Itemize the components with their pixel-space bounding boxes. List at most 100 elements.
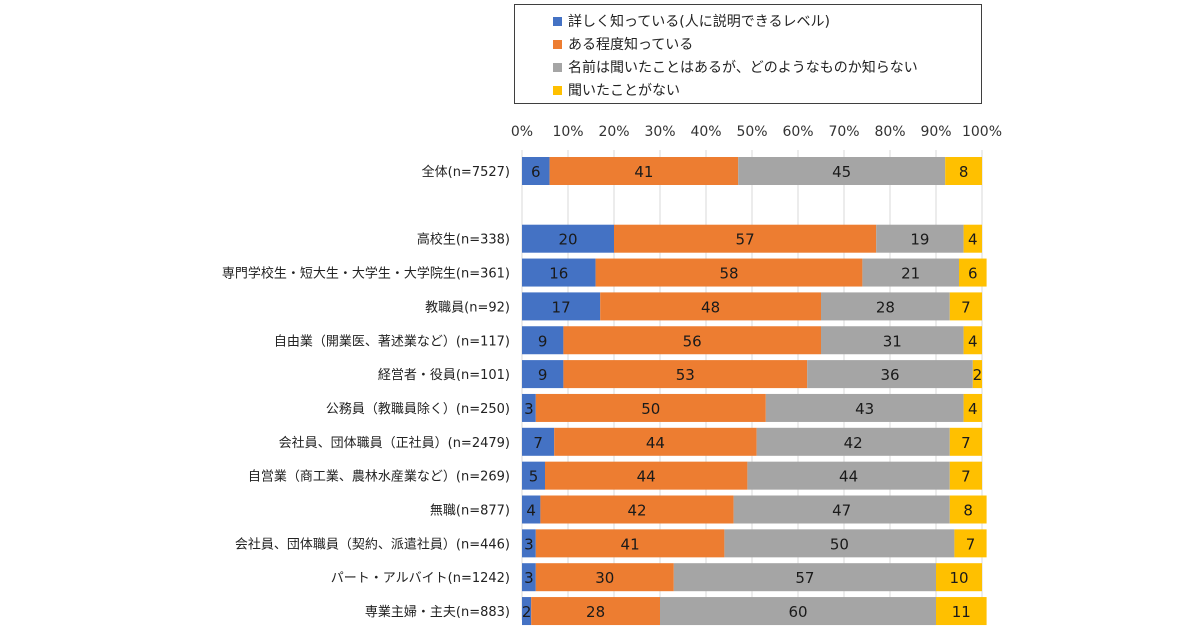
bar-segment [807, 360, 973, 389]
data-label: 28 [876, 298, 895, 316]
bar-segment [522, 495, 541, 524]
data-label: 4 [968, 400, 978, 418]
data-label: 6 [531, 163, 541, 181]
data-label: 7 [961, 468, 971, 486]
bar-segment [936, 563, 982, 592]
bar-segment [545, 461, 748, 490]
bar-segment [535, 563, 674, 592]
bar-segment [747, 461, 950, 490]
x-tick-label: 20% [598, 124, 629, 140]
data-label: 36 [880, 366, 899, 384]
x-tick-label: 40% [690, 124, 721, 140]
bar-segment [535, 393, 766, 422]
x-tick-label: 30% [644, 124, 675, 140]
bar-segment [949, 292, 982, 321]
bar-segment [554, 427, 757, 456]
bar-segment [972, 360, 982, 389]
data-label: 3 [524, 400, 534, 418]
data-label: 3 [524, 535, 534, 553]
bar-segment [963, 224, 982, 253]
data-label: 17 [552, 298, 571, 316]
bar-segment [936, 597, 987, 626]
bar-segment [738, 157, 946, 185]
data-label: 56 [683, 332, 702, 350]
data-label: 2 [522, 603, 532, 621]
legend-swatch [553, 85, 562, 95]
bar-segment [614, 224, 877, 253]
data-label: 50 [641, 400, 660, 418]
bar-segment [522, 292, 601, 321]
legend-label: 名前は聞いたことはあるが、どのようなものか知らない [568, 60, 918, 76]
data-label: 30 [595, 569, 614, 587]
data-label: 44 [839, 468, 858, 486]
bar-segment [949, 427, 982, 456]
data-label: 9 [538, 366, 548, 384]
legend-label: 聞いたことがない [568, 83, 680, 99]
category-label: 教職員(n=92) [425, 299, 510, 315]
data-label: 41 [634, 163, 653, 181]
category-label: 専門学校生・短大生・大学生・大学院生(n=361) [222, 266, 510, 282]
data-label: 21 [901, 265, 920, 283]
data-label: 4 [526, 502, 536, 520]
data-label: 8 [963, 502, 973, 520]
legend-label: ある程度知っている [568, 37, 694, 53]
bar-segment [949, 495, 987, 524]
category-label: 会社員、団体職員（契約、派遣社員）(n=446) [235, 536, 510, 552]
data-label: 48 [701, 298, 720, 316]
data-label: 28 [586, 603, 605, 621]
category-label: 全体(n=7527) [422, 164, 510, 180]
data-label: 31 [883, 332, 902, 350]
bar-segment [522, 258, 596, 287]
bar-segment [522, 326, 564, 355]
data-label: 4 [968, 231, 978, 249]
legend-swatch [553, 39, 562, 49]
legend-item: ある程度知っている [553, 34, 693, 54]
category-label: 自営業（商工業、農林水産業など）(n=269) [248, 469, 510, 485]
data-label: 2 [973, 366, 983, 384]
data-label: 16 [549, 265, 568, 283]
x-tick-label: 90% [920, 124, 951, 140]
bar-segment [595, 258, 863, 287]
bar-segment [756, 427, 950, 456]
legend: 詳しく知っている(人に説明できるレベル) ある程度知っている名前は聞いたことはある… [514, 4, 982, 104]
data-label: 7 [961, 298, 971, 316]
bar-segment [540, 495, 734, 524]
bar-segment [563, 326, 821, 355]
data-label: 5 [529, 468, 539, 486]
bar-segment [522, 597, 532, 626]
bar-segment [549, 157, 739, 185]
bar-segment [535, 529, 725, 558]
data-label: 44 [637, 468, 656, 486]
data-label: 8 [959, 163, 969, 181]
bar-segment [600, 292, 821, 321]
x-tick-label: 100% [962, 124, 1002, 140]
data-label: 19 [910, 231, 929, 249]
bar-segment [673, 563, 936, 592]
data-label: 57 [736, 231, 755, 249]
data-label: 11 [952, 603, 971, 621]
x-tick-label: 70% [828, 124, 859, 140]
data-label: 53 [676, 366, 695, 384]
x-tick-label: 80% [874, 124, 905, 140]
bar-segment [522, 224, 614, 253]
bar-segment [522, 157, 550, 185]
legend-item: 名前は聞いたことはあるが、どのようなものか知らない [553, 57, 918, 77]
bar-segment [862, 258, 959, 287]
bar-segment [963, 326, 982, 355]
data-label: 43 [855, 400, 874, 418]
x-tick-label: 0% [511, 124, 533, 140]
bar-segment [522, 393, 536, 422]
data-label: 60 [788, 603, 807, 621]
x-tick-label: 50% [736, 124, 767, 140]
legend-item: 詳しく知っている(人に説明できるレベル) [553, 11, 830, 31]
data-label: 42 [844, 434, 863, 452]
bar-segment [522, 360, 564, 389]
bar-segment [821, 326, 964, 355]
x-tick-label: 60% [782, 124, 813, 140]
bar-segment [963, 393, 982, 422]
bar-segment [954, 529, 987, 558]
data-label: 4 [968, 332, 978, 350]
bar-segment [949, 461, 982, 490]
